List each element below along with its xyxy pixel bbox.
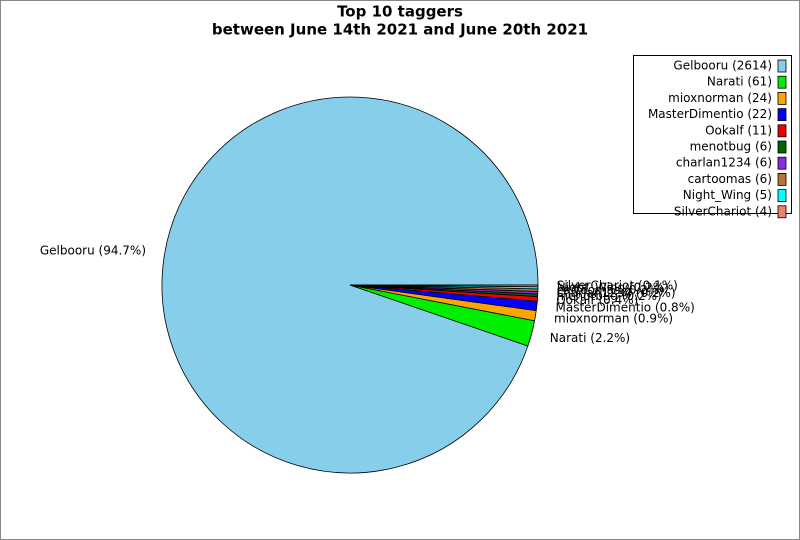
legend-label: mioxnorman (24) — [668, 91, 772, 105]
legend-label: SilverChariot (4) — [674, 204, 772, 218]
legend-box — [633, 55, 792, 214]
legend-label: Ookalf (11) — [705, 123, 772, 137]
legend-swatch — [777, 108, 787, 121]
slice-label: cartoomas (0.2%) — [557, 283, 664, 297]
legend-swatch — [777, 156, 787, 170]
chart-subtitle: between June 14th 2021 and June 20th 202… — [212, 21, 588, 39]
chart-title: Top 10 taggers — [337, 3, 463, 21]
slice-label: charlan1234 (0.2%) — [557, 286, 676, 300]
legend-swatch — [777, 75, 787, 89]
slice-label: Narati (2.2%) — [550, 331, 630, 345]
slice-label: MasterDimentio (0.8%) — [556, 301, 695, 315]
slice-label: menotbug (0.2%) — [556, 289, 661, 303]
legend-swatch — [777, 140, 787, 154]
legend-label: Gelbooru (2614) — [673, 59, 772, 73]
legend-label: charlan1234 (6) — [676, 156, 772, 170]
legend-swatch — [777, 189, 787, 203]
slice-label: SilverChariot (0.1%) — [557, 278, 678, 292]
legend-label: menotbug (6) — [690, 140, 772, 154]
legend-swatch — [777, 124, 787, 138]
pie-slice — [349, 284, 539, 288]
legend-swatch — [777, 205, 787, 219]
legend-swatch — [777, 172, 787, 186]
slice-label: mioxnorman (0.9%) — [554, 311, 673, 325]
slice-label: Night_Wing (0.2%) — [557, 281, 669, 295]
legend-label: cartoomas (6) — [688, 172, 772, 186]
legend-label: Narati (61) — [707, 75, 772, 89]
legend-label: Night_Wing (5) — [683, 188, 772, 202]
legend-swatch — [777, 92, 787, 105]
legend-swatch — [777, 59, 787, 73]
slice-label: Gelbooru (94.7%) — [40, 244, 146, 258]
legend-label: MasterDimentio (22) — [648, 107, 772, 121]
slice-label: Ookalf (0.4%) — [556, 293, 638, 307]
